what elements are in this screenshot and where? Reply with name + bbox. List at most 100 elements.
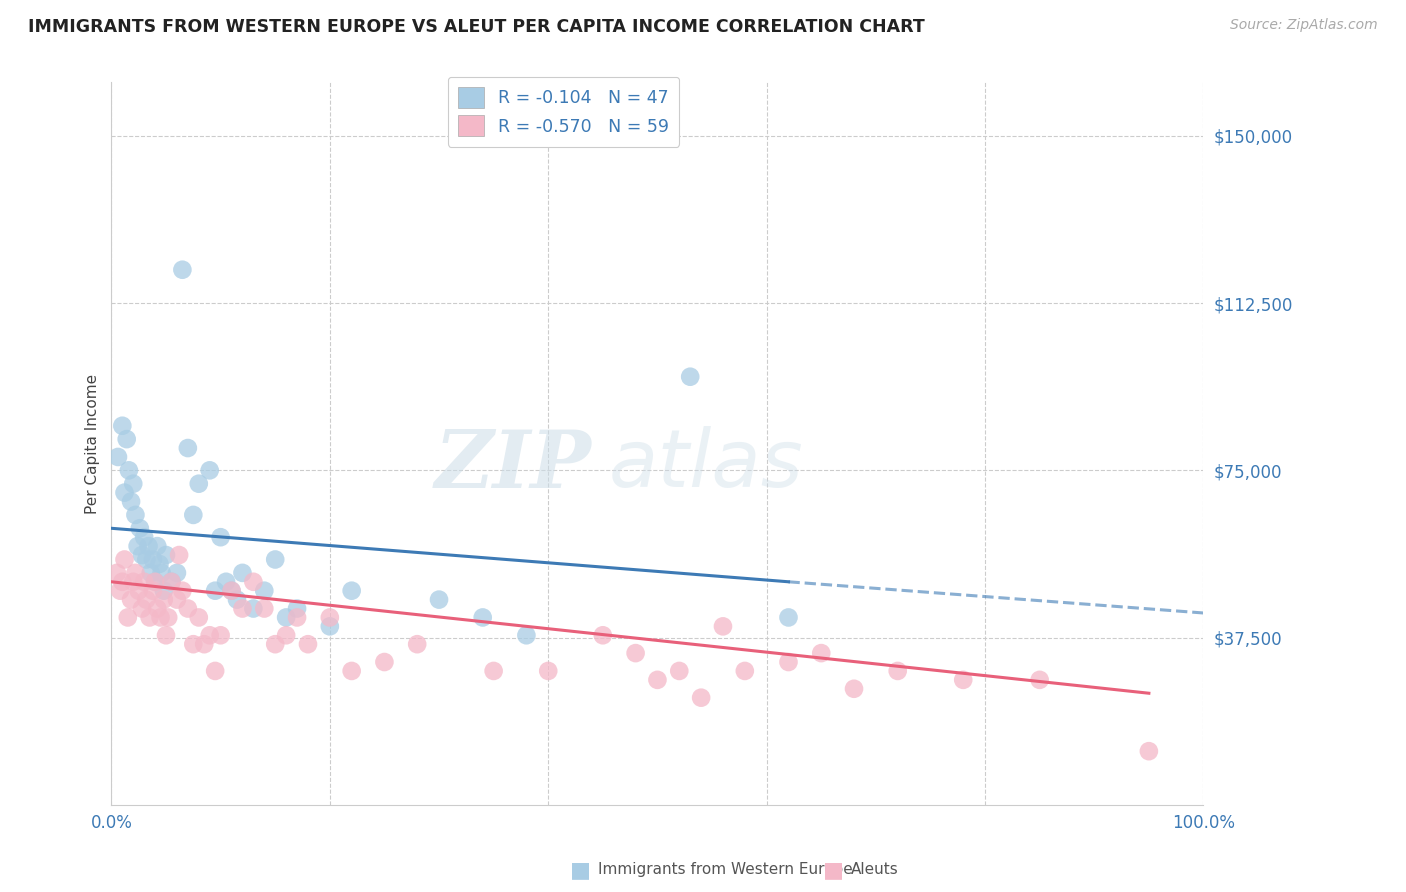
Point [128,521,150,535]
Point [105,566,128,580]
Text: IMMIGRANTS FROM WESTERN EUROPE VS ALEUT PER CAPITA INCOME CORRELATION CHART: IMMIGRANTS FROM WESTERN EUROPE VS ALEUT … [28,18,925,36]
Y-axis label: Per Capita Income: Per Capita Income [86,374,100,514]
Point [150,566,173,580]
Point [373,655,395,669]
Point [886,664,908,678]
Point [221,583,243,598]
Point [285,610,308,624]
Point [1028,673,1050,687]
Text: atlas: atlas [609,426,803,504]
Point [139,566,162,580]
Point [177,601,200,615]
Point [166,592,188,607]
Point [172,262,194,277]
Point [285,601,308,615]
Point [209,628,232,642]
Point [471,610,494,624]
Point [181,637,204,651]
Text: ZIP: ZIP [434,426,592,504]
Point [537,664,560,678]
Point [221,583,243,598]
Text: Source: ZipAtlas.com: Source: ZipAtlas.com [1230,18,1378,32]
Point [668,664,690,678]
Point [153,583,176,598]
Point [319,610,342,624]
Text: ■: ■ [569,860,591,880]
Point [226,592,249,607]
Point [198,628,221,642]
Point [209,530,232,544]
Point [204,664,226,678]
Point [143,574,166,589]
Point [276,610,298,624]
Point [264,552,287,566]
Text: Aleuts: Aleuts [851,863,898,877]
Point [340,583,363,598]
Point [253,601,276,615]
Point [624,646,647,660]
Point [187,610,209,624]
Point [153,592,176,607]
Point [135,552,157,566]
Point [131,601,153,615]
Point [592,628,614,642]
Point [114,485,136,500]
Point [679,369,702,384]
Point [138,539,160,553]
Point [778,610,800,624]
Point [114,552,136,566]
Point [690,690,713,705]
Point [120,494,142,508]
Point [167,548,190,562]
Point [124,508,146,522]
Point [778,655,800,669]
Point [1137,744,1160,758]
Point [242,574,264,589]
Point [215,574,238,589]
Point [134,530,156,544]
Point [124,566,146,580]
Point [734,664,756,678]
Point [135,592,157,607]
Point [181,508,204,522]
Point [149,610,172,624]
Point [231,601,253,615]
Point [842,681,865,696]
Point [155,548,177,562]
Point [204,583,226,598]
Text: ■: ■ [823,860,844,880]
Point [138,610,160,624]
Point [253,583,276,598]
Point [122,476,145,491]
Point [406,637,429,651]
Point [276,628,298,642]
Point [111,574,134,589]
Point [177,441,200,455]
Point [711,619,734,633]
Point [127,539,149,553]
Point [172,583,194,598]
Point [160,574,183,589]
Point [187,476,209,491]
Point [118,463,141,477]
Point [120,592,142,607]
Point [810,646,832,660]
Point [146,539,169,553]
Point [515,628,537,642]
Point [108,583,131,598]
Point [142,583,165,598]
Point [482,664,505,678]
Point [340,664,363,678]
Point [193,637,215,651]
Point [166,566,188,580]
Point [319,619,342,633]
Point [146,601,169,615]
Text: Immigrants from Western Europe: Immigrants from Western Europe [598,863,852,877]
Point [231,566,253,580]
Point [157,610,180,624]
Point [111,418,134,433]
Point [427,592,450,607]
Point [148,557,170,571]
Point [647,673,669,687]
Point [198,463,221,477]
